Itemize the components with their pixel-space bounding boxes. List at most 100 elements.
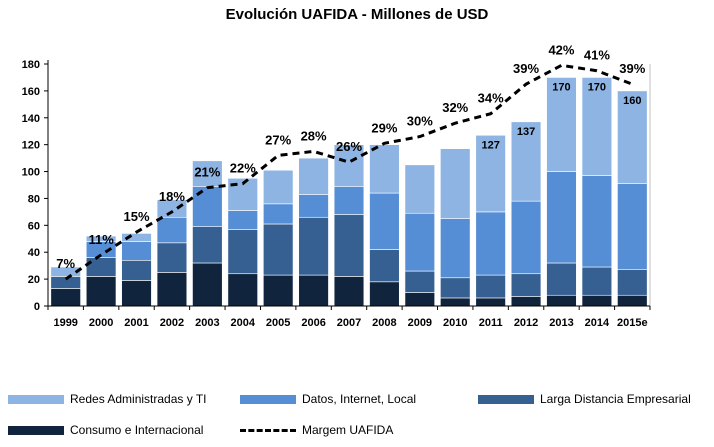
bar-segment — [263, 169, 294, 205]
x-tick-label: 2002 — [160, 317, 184, 329]
y-tick-label: 120 — [22, 140, 40, 152]
bar-segment — [440, 218, 471, 279]
bar-segment — [50, 266, 81, 277]
legend-label-larga: Larga Distancia Empresarial — [540, 392, 691, 406]
bar-segment — [192, 262, 223, 307]
bar-segment — [581, 266, 613, 296]
bar-segment — [156, 272, 188, 307]
bar-total-label: 170 — [552, 81, 570, 93]
x-tick-label: 2004 — [231, 317, 256, 329]
x-tick-label: 2005 — [266, 317, 290, 329]
bar-segment — [475, 274, 506, 299]
bar-segment — [121, 280, 152, 307]
x-tick-label: 2001 — [124, 317, 148, 329]
bar-segment — [475, 297, 506, 307]
legend-item-redes: Redes Administradas y TI — [8, 392, 207, 406]
x-tick-label: 2014 — [585, 317, 610, 329]
y-tick-label: 20 — [28, 274, 40, 286]
bar-segment — [617, 183, 648, 270]
bar-segment — [617, 269, 648, 296]
bar-segment — [510, 273, 542, 297]
bar-total-label: 127 — [481, 139, 499, 151]
margin-label: 22% — [230, 161, 256, 176]
margin-label: 29% — [371, 120, 397, 135]
margin-label: 42% — [548, 42, 574, 57]
x-tick-label: 2009 — [408, 317, 432, 329]
y-tick-label: 60 — [28, 220, 40, 232]
legend-label-redes: Redes Administradas y TI — [70, 392, 207, 406]
bar-segment — [85, 276, 117, 307]
chart-title: Evolución UAFIDA - Millones de USD — [225, 6, 489, 23]
margin-label: 32% — [442, 100, 468, 115]
bar-total-label: 160 — [623, 95, 641, 107]
bar-segment — [156, 216, 188, 244]
y-tick-label: 40 — [28, 247, 40, 259]
bar-segment — [156, 199, 188, 218]
bar-segment — [440, 297, 471, 307]
bar-segment — [298, 157, 329, 195]
bar-segment — [298, 216, 329, 276]
bar-segment — [192, 186, 223, 227]
bar-segment — [50, 288, 81, 307]
margin-label: 11% — [88, 232, 114, 247]
bar-segment — [510, 296, 542, 307]
y-tick-label: 180 — [22, 59, 40, 71]
x-tick-label: 2013 — [549, 317, 573, 329]
margin-label: 26% — [336, 139, 362, 154]
legend-swatch-consumo — [8, 425, 64, 435]
margin-label: 39% — [513, 61, 539, 76]
bar-segment — [121, 259, 152, 281]
margin-label: 21% — [194, 165, 220, 180]
bar-segment — [85, 257, 117, 277]
bar-segment — [440, 148, 471, 219]
legend-label-margem: Margem UAFIDA — [302, 423, 394, 437]
bar-segment — [510, 200, 542, 275]
bar-segment — [227, 210, 258, 230]
x-tick-label: 2015e — [617, 317, 648, 329]
bar-segment — [333, 186, 365, 215]
bar-segment — [85, 235, 117, 242]
x-tick-label: 2011 — [479, 317, 503, 329]
y-tick-label: 140 — [22, 113, 40, 125]
margin-label: 34% — [478, 91, 504, 106]
x-tick-label: 2012 — [514, 317, 538, 329]
bar-segment — [227, 229, 258, 275]
x-tick-label: 1999 — [53, 317, 77, 329]
bar-segment — [369, 281, 400, 307]
margin-label: 7% — [56, 256, 75, 271]
bar-segment — [263, 203, 294, 225]
legend-item-datos: Datos, Internet, Local — [240, 392, 416, 406]
bar-segment — [298, 274, 329, 307]
y-tick-label: 160 — [22, 86, 40, 98]
margin-label: 15% — [124, 209, 150, 224]
bar-segment — [581, 294, 613, 307]
x-tick-label: 2010 — [443, 317, 467, 329]
x-tick-label: 2007 — [337, 317, 361, 329]
bar-segment — [404, 292, 435, 307]
bar-segment — [617, 294, 648, 307]
bar-total-label: 137 — [517, 126, 535, 138]
bar-segment — [369, 249, 400, 283]
bar-total-label: 170 — [588, 81, 606, 93]
bar-segment — [440, 277, 471, 299]
bar-segment — [156, 242, 188, 273]
legend-swatch-redes — [8, 394, 64, 404]
bar-segment — [369, 144, 400, 194]
bar-segment — [404, 270, 435, 293]
bar-segment — [475, 211, 506, 276]
margin-label: 27% — [265, 132, 291, 147]
margin-line — [64, 63, 633, 281]
bar-segment — [581, 175, 613, 268]
legend-item-consumo: Consumo e Internacional — [8, 423, 203, 437]
bar-segment — [333, 276, 365, 307]
margin-label: 30% — [407, 114, 433, 129]
bar-segment — [404, 164, 435, 214]
legend-label-datos: Datos, Internet, Local — [302, 392, 417, 406]
bar-segment — [192, 226, 223, 264]
bar-segment — [404, 212, 435, 272]
bar-segment — [475, 134, 506, 213]
legend-dash-margem — [240, 428, 296, 432]
y-tick-label: 100 — [22, 167, 40, 179]
y-tick-label: 0 — [34, 301, 40, 313]
